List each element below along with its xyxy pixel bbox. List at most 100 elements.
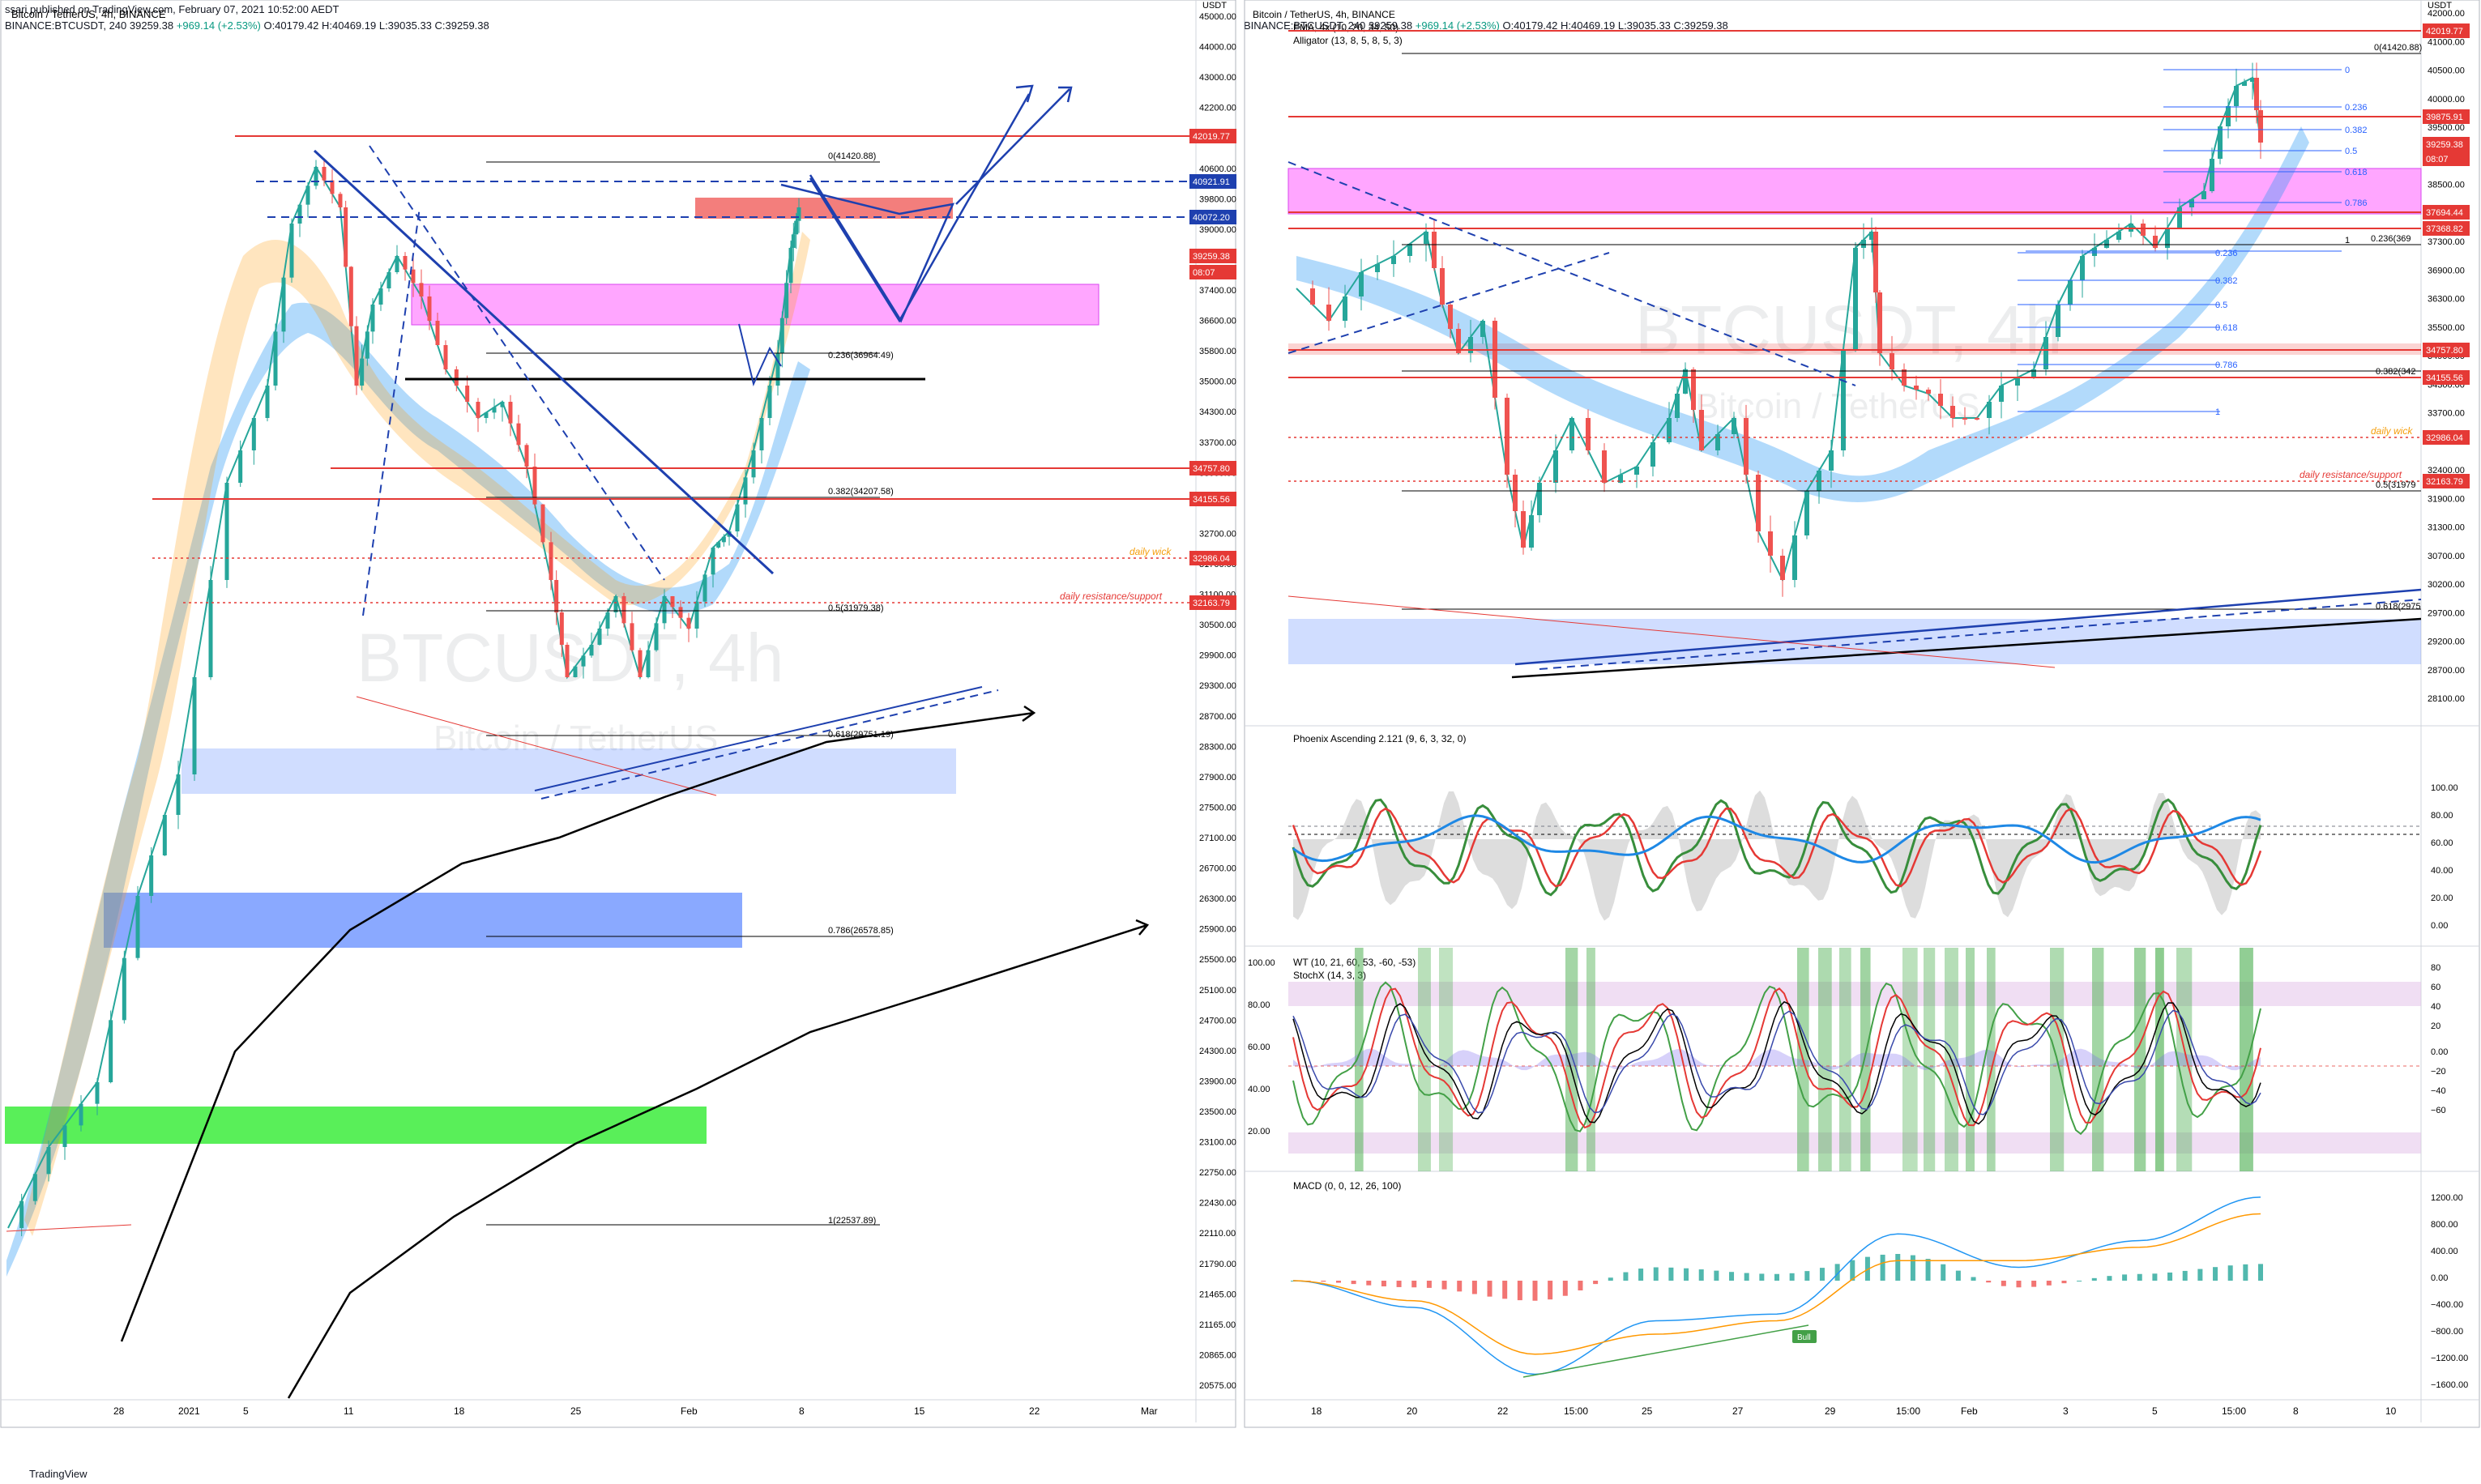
right-candle-body <box>1804 491 1809 535</box>
right-candle-body <box>1744 418 1749 475</box>
macd-histogram-bar <box>1502 1281 1508 1299</box>
macd-histogram-bar <box>2258 1264 2263 1281</box>
left-y-tick-label: 45000.00 <box>1199 12 1236 22</box>
left-chart-title: Bitcoin / TetherUS, 4h, BINANCE <box>11 8 166 20</box>
wt-left-ticks: 100.00 80.00 60.00 40.00 20.00 <box>1248 958 1275 1136</box>
phoenix-y-tick-label: 0.00 <box>2431 921 2448 931</box>
right-price-tag-bg <box>2423 109 2470 124</box>
right-candle-body <box>1448 305 1453 329</box>
right-candle-body <box>1537 483 1542 515</box>
left-y-tick-label: 28300.00 <box>1199 742 1236 752</box>
right-candle-body <box>2218 126 2223 159</box>
right-pane-border <box>1244 0 2480 1428</box>
wt-green-bar <box>1818 948 1832 1171</box>
right-candle-body <box>1780 556 1785 580</box>
wt-green-line <box>1292 981 2261 1136</box>
macd-y-tick-label: −1600.00 <box>2431 1380 2468 1390</box>
right-price-tag-bg <box>2423 23 2470 38</box>
right-y-tick-label: 31900.00 <box>2428 494 2465 504</box>
macd-histogram-bar <box>1729 1272 1735 1281</box>
right-y-tick-label: 29200.00 <box>2428 638 2465 647</box>
right-price-tag-label: 39259.38 <box>2426 140 2463 150</box>
right-x-tick-label: 27 <box>1732 1405 1744 1417</box>
right-y-tick-label: 36300.00 <box>2428 295 2465 305</box>
right-downtrend-dashed <box>1287 161 1856 386</box>
left-candle-body <box>775 353 780 386</box>
publisher-line: ssari published on TradingView.com, Febr… <box>5 3 339 15</box>
wt-left-tick-label: 20.00 <box>1248 1127 1270 1136</box>
left-y-tick-label: 25900.00 <box>1199 925 1236 935</box>
wt-green-bar <box>2176 948 2193 1171</box>
left-ohlc: O:40179.42 H:40469.19 L:39035.33 C:39259… <box>263 19 489 32</box>
right-x-tick-label: 20 <box>1407 1405 1418 1417</box>
left-magenta-zone <box>411 284 1100 326</box>
left-price-tag-label: 40072.20 <box>1193 213 1230 223</box>
macd-histogram-bar <box>1578 1281 1583 1291</box>
left-x-tick-label: 8 <box>799 1405 805 1417</box>
right-candle-body <box>1521 511 1526 548</box>
right-candle-body <box>1505 398 1510 475</box>
fib-label-0: 0(41420.88) <box>828 151 876 161</box>
wt-green-bar <box>1987 948 1996 1171</box>
rfib-0: 0(41420.88) <box>2374 43 2422 53</box>
right-candle-body <box>1634 467 1639 475</box>
left-candle-body <box>716 542 721 548</box>
macd-histogram-bar <box>2137 1273 2142 1281</box>
macd-histogram-bar <box>1471 1281 1477 1294</box>
right-x-tick-label: 10 <box>2385 1405 2397 1417</box>
right-candle-body <box>1756 475 1761 531</box>
right-x-tick-label: 15:00 <box>1564 1405 1588 1417</box>
left-y-tick-label: 21465.00 <box>1199 1290 1236 1299</box>
right-y-tick-label: 28700.00 <box>2428 666 2465 676</box>
macd-histogram-bar <box>1925 1259 1931 1281</box>
right-price-tag-bg <box>2423 343 2470 357</box>
left-candle-body <box>791 234 796 248</box>
right-candle-body <box>1310 288 1315 305</box>
left-candle-body <box>721 536 726 543</box>
macd-histogram-bar <box>1411 1281 1417 1288</box>
right-fib-small-labels: 0 0.236 0.382 0.5 0.618 0.786 1 0.236 0.… <box>2215 66 2368 417</box>
macd-bull-divergence-line <box>1522 1324 1809 1378</box>
macd-histogram-bar <box>1880 1254 1885 1281</box>
left-candle-body <box>348 267 353 326</box>
macd-y-tick-label: 800.00 <box>2431 1220 2458 1230</box>
left-x-tick-label: 15 <box>914 1405 925 1417</box>
right-candle-body <box>2258 110 2263 143</box>
fib-label-0382: 0.382(34207.58) <box>828 487 894 497</box>
charts-canvas[interactable]: Bitcoin / TetherUS, 4h, BINANCE BTCUSDT,… <box>0 0 2481 1450</box>
left-candle-body <box>443 345 448 369</box>
right-axis-unit: USDT <box>2428 1 2452 11</box>
left-candle-body <box>686 617 691 629</box>
left-price-tag-label: 40921.91 <box>1193 177 1230 187</box>
rfs2-0618: 0.618 <box>2215 323 2238 333</box>
left-watermark-sub: Bitcoin / TetherUS <box>433 719 718 758</box>
macd-histogram-bar <box>2016 1281 2022 1288</box>
left-candle-body <box>516 423 521 446</box>
left-candle-body <box>581 655 586 667</box>
left-y-tick-label: 30500.00 <box>1199 620 1236 630</box>
left-y-tick-label: 34300.00 <box>1199 407 1236 417</box>
right-support-line <box>1514 588 2422 666</box>
wt-left-tick-label: 60.00 <box>1248 1043 1270 1052</box>
left-candle-body <box>613 596 618 612</box>
right-candle-body <box>1586 418 1591 450</box>
right-candle-body <box>1817 471 1821 491</box>
right-price-tag-bg <box>2423 151 2470 166</box>
right-price-tag-label: 42019.77 <box>2426 27 2463 36</box>
left-black-curve-1 <box>120 711 1035 1342</box>
right-candle-body <box>1480 321 1485 337</box>
macd-histogram-bar <box>2046 1281 2052 1286</box>
right-annot-daily-rs: daily resistance/support <box>2300 469 2402 480</box>
right-price-tags: 42019.77 39875.91 39259.38 08:07 37694.44 373… <box>2423 23 2470 488</box>
right-y-tick-label: 29700.00 <box>2428 608 2465 618</box>
left-candle-body <box>322 167 327 181</box>
left-candle-body <box>784 283 789 318</box>
wt-right-tick-label: 0.00 <box>2431 1047 2448 1057</box>
right-candle-body <box>1732 418 1736 434</box>
left-candle-body <box>465 386 470 402</box>
left-price-tag-bg <box>1189 265 1236 279</box>
right-fib-small-lines <box>2018 69 2342 412</box>
right-x-tick-label: 15:00 <box>2222 1405 2246 1417</box>
macd-histogram-bar <box>1532 1281 1538 1301</box>
macd-signal-line <box>1292 1213 2261 1355</box>
